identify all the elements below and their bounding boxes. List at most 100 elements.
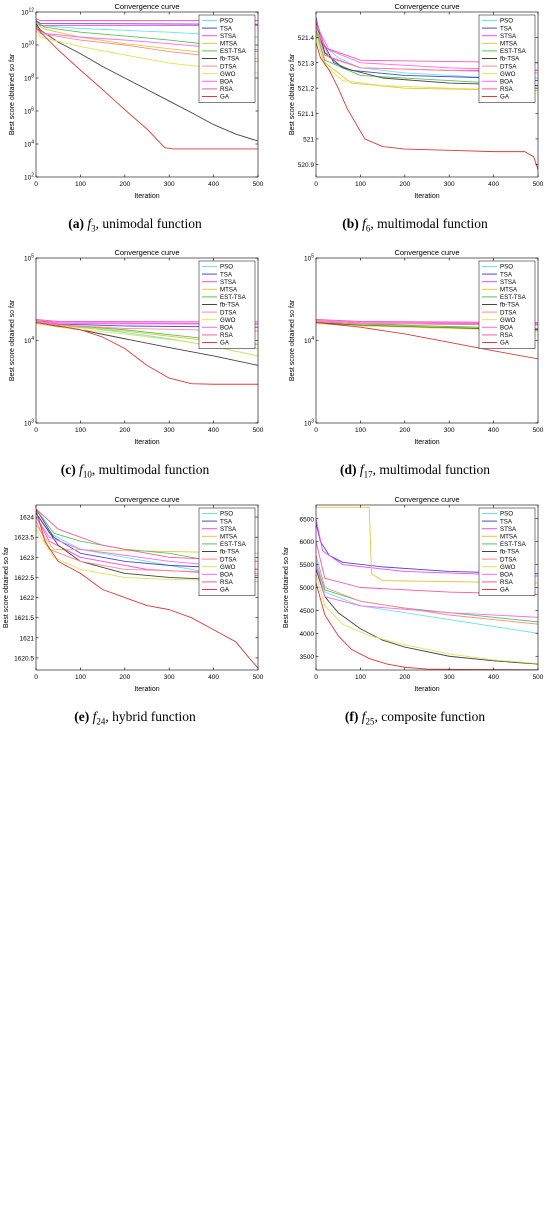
chart-svg-b: Convergence curve Iteration Best score obt… [289,2,544,200]
legend-label: BOA [220,325,234,332]
chart-panel-a: Convergence curve Iteration Best score obt… [0,0,270,238]
y-tick-label: 521.3 [298,60,315,67]
y-tick-label: 520.9 [298,162,315,169]
y-tick-label: 104 [24,336,34,345]
legend-label: GWO [220,317,236,324]
chart-panel-c: Convergence curve Iteration Best score obt… [0,246,270,730]
y-tick-label: 521 [303,136,314,143]
x-tick-label: 300 [444,427,455,434]
chart-panel-b: Convergence curve Iteration Best score obt… [280,0,550,238]
legend-label: TSA [500,271,513,278]
series-line-ga [36,25,258,150]
legend-label: STSA [500,526,517,533]
x-tick-label: 0 [34,674,38,681]
series-line-gwo [316,37,538,92]
x-tick-label: 400 [488,181,499,188]
x-tick-label: 200 [399,674,410,681]
x-tick-label: 200 [399,427,410,434]
y-tick-label: 521.1 [298,111,315,118]
y-tick-label: 106 [24,107,34,116]
legend-label: EST-TSA [500,294,527,301]
y-tick-label: 105 [304,254,314,263]
legend-label: GA [500,340,510,347]
series-line-fb-tsa [36,23,258,142]
legend: PSOTSASTSAMTSAEST-TSAfb-TSADTSAGWOBOARSA… [198,260,256,349]
series-line-mtsa [316,32,538,92]
legend-label: GA [220,587,230,594]
legend-label: PSO [500,264,513,271]
x-tick-label: 400 [208,674,219,681]
caption-c: (c) f10, multimodal function [60,462,210,480]
legend-label: GA [500,94,510,101]
legend-label: STSA [500,279,517,286]
y-tick-label: 1622 [20,595,35,602]
legend-label: BOA [500,572,514,579]
plot-frame [315,11,539,178]
x-tick-label: 400 [208,427,219,434]
legend-label: RSA [500,579,514,586]
chart-panel-d: Convergence curve Iteration Best score obt… [280,246,550,730]
legend-label: GA [500,587,510,594]
x-tick-label: 500 [253,674,264,681]
x-axis-label: Iteration [134,193,159,200]
series-line-tsa [36,508,258,570]
series-line-tsa [36,20,258,25]
chart-svg-a: Convergence curve Iteration Best score obt… [9,2,264,200]
x-tick-label: 0 [314,674,318,681]
y-tick-label: 5500 [300,562,315,569]
legend-label: GA [220,340,230,347]
legend-label: EST-TSA [500,48,527,55]
series-line-rsa [316,19,538,64]
legend-label: TSA [500,25,513,32]
x-tick-label: 100 [355,674,366,681]
y-tick-label: 4500 [300,608,315,615]
legend-label: GWO [500,71,516,78]
legend-label: RSA [500,86,514,93]
legend-label: PSO [220,18,233,25]
x-tick-label: 200 [399,181,410,188]
y-tick-label: 1010 [21,41,34,50]
legend-label: fb-TSA [220,56,240,63]
legend-label: DTSA [220,63,237,70]
chart-svg-d: Convergence curve Iteration Best score obt… [289,248,544,446]
legend-label: TSA [220,271,233,278]
y-tick-label: 5000 [300,585,315,592]
legend-label: RSA [220,579,234,586]
caption-e: (e) f24, hybrid function [74,709,196,727]
x-tick-label: 200 [119,181,130,188]
series-line-gwo [316,573,538,665]
figure: Convergence curve Iteration Best score obt… [0,0,550,730]
legend-label: EST-TSA [220,294,247,301]
legend: PSOTSASTSAMTSAEST-TSAfb-TSADTSAGWOBOARSA… [478,260,536,349]
x-tick-label: 300 [444,181,455,188]
y-axis-label: Best score obtained so far [289,299,296,381]
y-tick-label: 105 [24,254,34,263]
x-tick-label: 400 [488,674,499,681]
x-tick-label: 0 [34,427,38,434]
y-tick-label: 104 [304,336,314,345]
x-tick-label: 200 [119,427,130,434]
series-line-gwo [36,528,258,582]
x-tick-label: 100 [75,674,86,681]
y-tick-label: 1622.5 [14,575,34,582]
legend-label: TSA [500,518,513,525]
legend-label: PSO [500,511,513,518]
x-tick-label: 300 [164,427,175,434]
chart-title: Convergence curve [114,2,179,11]
legend-label: GWO [220,71,236,78]
legend-label: BOA [500,79,514,86]
x-axis-label: Iteration [414,193,439,200]
x-axis-label: Iteration [134,686,159,693]
y-axis-label: Best score obtained so far [289,53,296,135]
y-axis-label: Best score obtained so far [3,546,10,628]
x-tick-label: 0 [34,181,38,188]
series-line-rsa [36,18,258,22]
legend-label: TSA [220,25,233,32]
x-tick-label: 300 [444,674,455,681]
legend-label: STSA [220,279,237,286]
series-line-fb-tsa [36,512,258,582]
legend-label: EST-TSA [500,541,527,548]
x-tick-label: 500 [533,674,544,681]
legend: PSOTSASTSAMTSAEST-TSAfb-TSADTSAGWOBOARSA… [198,507,256,596]
series-line-fb-tsa [316,22,538,87]
